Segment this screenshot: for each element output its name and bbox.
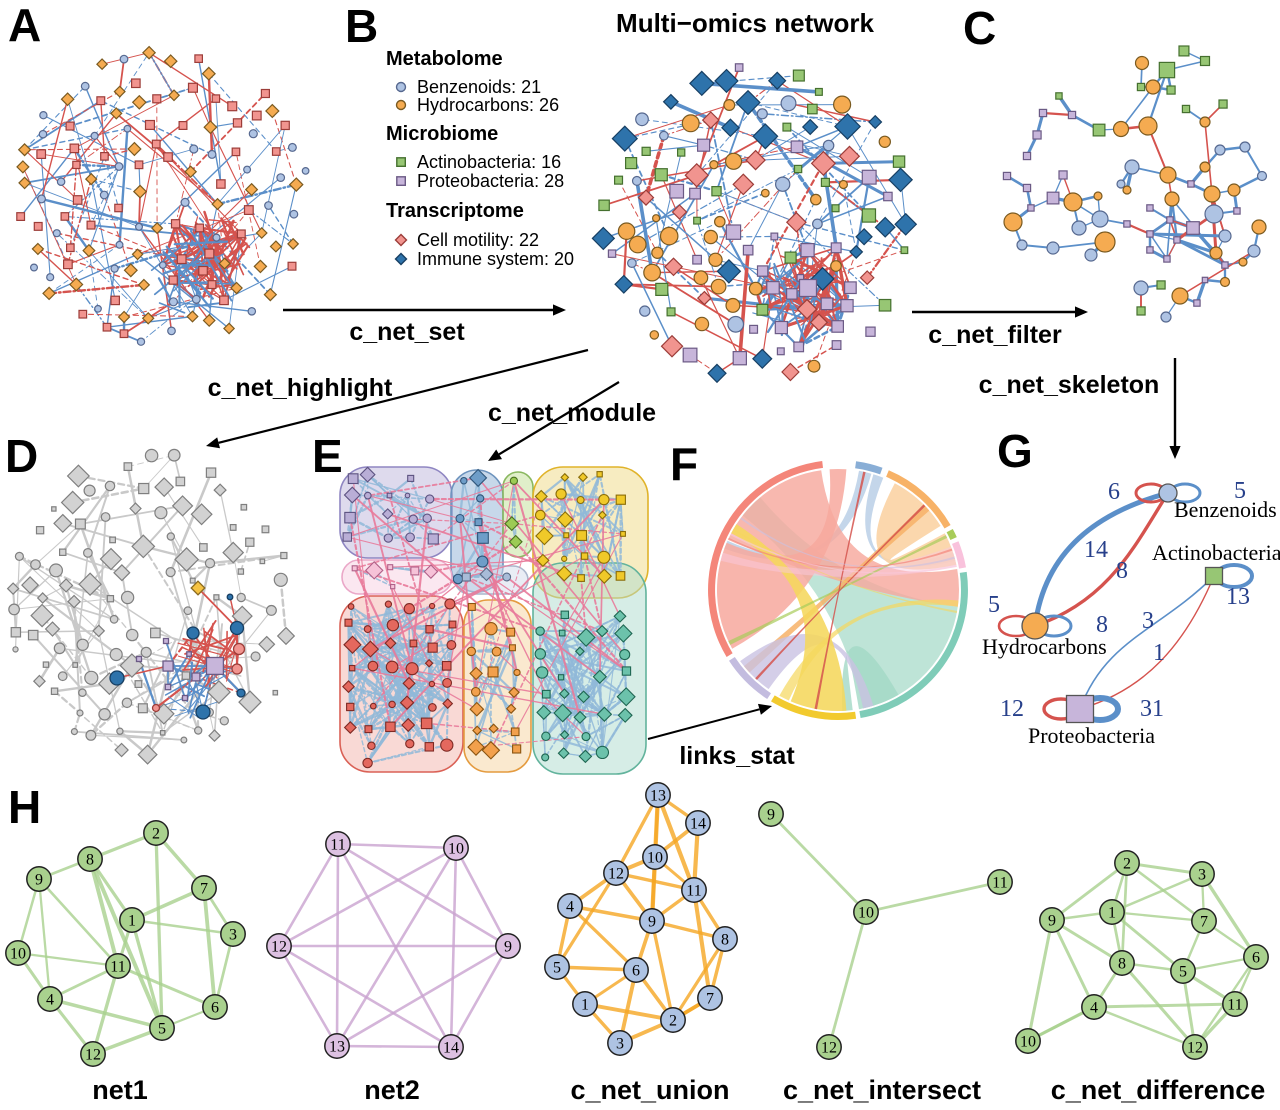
svg-text:2: 2 [669, 1013, 677, 1030]
svg-text:Transcriptome: Transcriptome [386, 200, 524, 222]
svg-text:7: 7 [706, 991, 714, 1008]
svg-text:4: 4 [1090, 1000, 1098, 1017]
svg-text:Benzenoids: 21: Benzenoids: 21 [417, 77, 541, 97]
svg-text:7: 7 [1200, 914, 1208, 931]
svg-text:4: 4 [566, 899, 574, 916]
svg-text:10: 10 [10, 946, 26, 963]
svg-text:c_net_filter: c_net_filter [928, 321, 1062, 349]
svg-text:A: A [8, 0, 41, 51]
svg-text:14: 14 [1084, 537, 1108, 563]
svg-text:11: 11 [1227, 997, 1242, 1014]
svg-text:9: 9 [648, 914, 656, 931]
svg-text:11: 11 [110, 959, 125, 976]
svg-text:9: 9 [767, 807, 775, 824]
svg-text:5: 5 [158, 1021, 166, 1038]
svg-text:10: 10 [647, 850, 663, 867]
svg-text:D: D [5, 430, 38, 482]
svg-text:10: 10 [858, 905, 874, 922]
svg-text:Hydrocarbons: 26: Hydrocarbons: 26 [417, 95, 559, 115]
svg-text:Metabolome: Metabolome [386, 48, 503, 70]
svg-text:net2: net2 [364, 1075, 420, 1105]
svg-text:12: 12 [608, 866, 624, 883]
svg-text:13: 13 [1226, 584, 1250, 610]
svg-text:12: 12 [85, 1047, 101, 1064]
svg-text:12: 12 [1000, 696, 1024, 722]
svg-text:3: 3 [229, 927, 237, 944]
svg-text:F: F [670, 438, 698, 490]
svg-text:8: 8 [1116, 558, 1128, 584]
svg-text:8: 8 [1118, 956, 1126, 973]
svg-text:3: 3 [1142, 608, 1154, 634]
svg-text:6: 6 [1108, 479, 1120, 505]
svg-text:2: 2 [1123, 856, 1131, 873]
svg-text:13: 13 [329, 1039, 345, 1056]
svg-text:11: 11 [992, 875, 1007, 892]
svg-text:3: 3 [1198, 867, 1206, 884]
svg-text:Benzenoids: Benzenoids [1174, 497, 1277, 522]
svg-text:c_net_skeleton: c_net_skeleton [979, 371, 1160, 399]
svg-text:11: 11 [686, 883, 701, 900]
svg-text:12: 12 [1187, 1040, 1203, 1057]
svg-text:c_net_union: c_net_union [570, 1075, 729, 1105]
svg-text:5: 5 [1179, 964, 1187, 981]
svg-text:14: 14 [690, 816, 706, 833]
svg-text:31: 31 [1140, 696, 1164, 722]
svg-text:1: 1 [581, 997, 589, 1014]
svg-text:Immune system: 20: Immune system: 20 [417, 249, 574, 269]
svg-text:6: 6 [211, 1000, 219, 1017]
svg-text:8: 8 [1096, 612, 1108, 638]
svg-text:2: 2 [152, 826, 160, 843]
svg-text:12: 12 [271, 939, 287, 956]
svg-text:5: 5 [553, 960, 561, 977]
svg-text:5: 5 [1234, 478, 1246, 504]
svg-text:9: 9 [1048, 913, 1056, 930]
svg-text:c_net_difference: c_net_difference [1051, 1075, 1266, 1105]
svg-text:c_net_intersect: c_net_intersect [783, 1075, 981, 1105]
svg-text:9: 9 [504, 939, 512, 956]
svg-text:c_net_set: c_net_set [349, 318, 465, 346]
svg-text:14: 14 [443, 1040, 459, 1057]
svg-text:6: 6 [1252, 950, 1260, 967]
svg-text:1: 1 [128, 913, 136, 930]
svg-text:8: 8 [86, 852, 94, 869]
svg-text:Proteobacteria: Proteobacteria [1028, 723, 1155, 748]
svg-text:Cell motility: 22: Cell motility: 22 [417, 230, 539, 250]
svg-text:6: 6 [632, 963, 640, 980]
svg-text:G: G [997, 425, 1033, 477]
svg-text:12: 12 [821, 1040, 837, 1057]
svg-text:c_net_module: c_net_module [488, 399, 656, 427]
svg-text:Actinobacteria: Actinobacteria [1152, 540, 1280, 565]
svg-text:1: 1 [1153, 640, 1165, 666]
svg-text:7: 7 [200, 881, 208, 898]
svg-text:C: C [963, 2, 996, 54]
svg-text:4: 4 [46, 992, 54, 1009]
svg-text:Proteobacteria: 28: Proteobacteria: 28 [417, 171, 564, 191]
svg-text:5: 5 [988, 592, 1000, 618]
svg-text:Hydrocarbons: Hydrocarbons [982, 634, 1107, 659]
svg-text:Multi−omics network: Multi−omics network [616, 8, 874, 38]
svg-text:links_stat: links_stat [679, 742, 795, 770]
svg-text:B: B [345, 0, 378, 52]
svg-text:Microbiome: Microbiome [386, 123, 498, 145]
svg-text:13: 13 [650, 788, 666, 805]
svg-text:c_net_highlight: c_net_highlight [208, 374, 393, 402]
svg-text:E: E [312, 430, 343, 482]
svg-text:3: 3 [616, 1036, 624, 1053]
svg-text:8: 8 [721, 932, 729, 949]
svg-text:10: 10 [448, 841, 464, 858]
svg-text:H: H [8, 781, 41, 833]
svg-text:9: 9 [35, 872, 43, 889]
svg-text:1: 1 [1108, 905, 1116, 922]
svg-text:10: 10 [1020, 1034, 1036, 1051]
svg-text:11: 11 [330, 837, 345, 854]
svg-text:net1: net1 [92, 1075, 148, 1105]
svg-text:Actinobacteria: 16: Actinobacteria: 16 [417, 152, 561, 172]
